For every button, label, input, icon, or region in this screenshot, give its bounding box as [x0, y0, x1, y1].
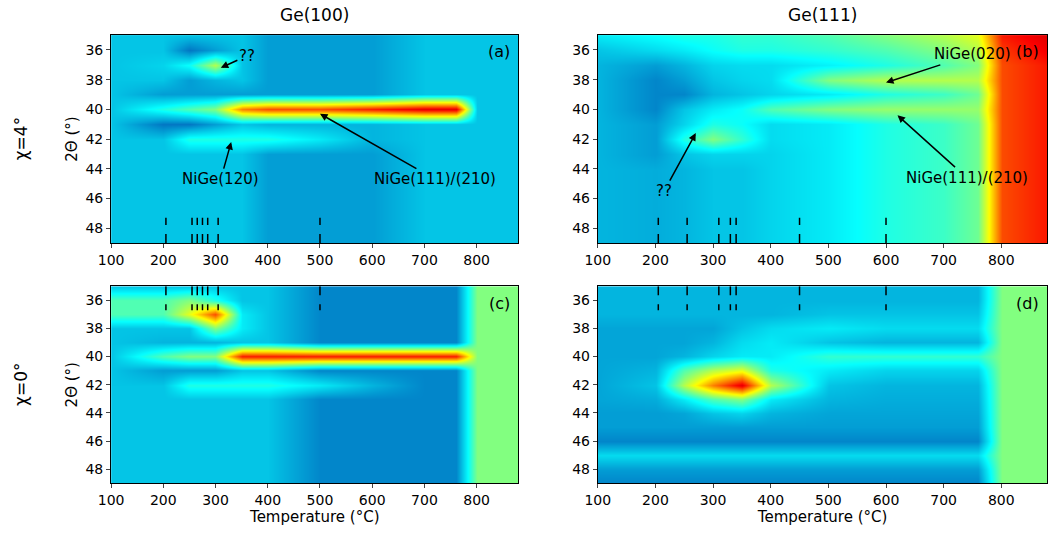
- svg-text:200: 200: [642, 252, 669, 268]
- svg-text:Temperature (°C): Temperature (°C): [757, 508, 887, 526]
- svg-text:NiGe(111)/(210): NiGe(111)/(210): [374, 170, 496, 188]
- svg-text:700: 700: [411, 252, 438, 268]
- svg-text:36: 36: [85, 42, 103, 58]
- svg-text:200: 200: [150, 492, 177, 508]
- svg-text:46: 46: [85, 433, 103, 449]
- svg-text:2Θ (°): 2Θ (°): [63, 116, 81, 161]
- svg-text:600: 600: [873, 492, 900, 508]
- svg-text:800: 800: [988, 492, 1015, 508]
- svg-text:48: 48: [572, 220, 590, 236]
- svg-text:500: 500: [815, 252, 842, 268]
- svg-text:46: 46: [85, 190, 103, 206]
- svg-text:400: 400: [254, 492, 281, 508]
- svg-text:44: 44: [572, 161, 590, 177]
- svg-text:300: 300: [700, 252, 727, 268]
- svg-text:46: 46: [572, 433, 590, 449]
- svg-text:600: 600: [873, 252, 900, 268]
- svg-text:48: 48: [85, 220, 103, 236]
- svg-text:800: 800: [463, 492, 490, 508]
- svg-text:??: ??: [239, 47, 255, 65]
- svg-text:NiGe(020): NiGe(020): [934, 45, 1011, 63]
- svg-text:300: 300: [202, 252, 229, 268]
- svg-text:38: 38: [572, 72, 590, 88]
- svg-text:300: 300: [202, 492, 229, 508]
- svg-text:36: 36: [572, 42, 590, 58]
- svg-text:36: 36: [572, 292, 590, 308]
- svg-text:700: 700: [930, 252, 957, 268]
- svg-text:42: 42: [85, 377, 103, 393]
- svg-text:40: 40: [85, 101, 103, 117]
- svg-text:χ=4°: χ=4°: [11, 117, 31, 160]
- svg-text:600: 600: [359, 492, 386, 508]
- svg-text:400: 400: [254, 252, 281, 268]
- svg-text:42: 42: [572, 131, 590, 147]
- svg-text:100: 100: [98, 492, 125, 508]
- svg-text:100: 100: [584, 252, 611, 268]
- svg-text:800: 800: [463, 252, 490, 268]
- svg-text:χ=0°: χ=0°: [11, 363, 31, 406]
- svg-text:(b): (b): [1016, 42, 1039, 61]
- svg-text:800: 800: [988, 252, 1015, 268]
- svg-text:38: 38: [572, 320, 590, 336]
- svg-text:Ge(100): Ge(100): [280, 5, 349, 25]
- svg-text:(c): (c): [489, 294, 510, 313]
- svg-text:40: 40: [85, 348, 103, 364]
- svg-text:700: 700: [411, 492, 438, 508]
- svg-text:40: 40: [572, 101, 590, 117]
- svg-text:38: 38: [85, 320, 103, 336]
- svg-text:44: 44: [85, 405, 103, 421]
- svg-text:46: 46: [572, 190, 590, 206]
- svg-text:600: 600: [359, 252, 386, 268]
- svg-text:40: 40: [572, 348, 590, 364]
- svg-text:44: 44: [85, 161, 103, 177]
- svg-text:400: 400: [757, 492, 784, 508]
- svg-text:(d): (d): [1016, 294, 1039, 313]
- svg-text:42: 42: [572, 377, 590, 393]
- svg-text:36: 36: [85, 292, 103, 308]
- svg-text:48: 48: [572, 461, 590, 477]
- svg-text:100: 100: [584, 492, 611, 508]
- svg-text:400: 400: [757, 252, 784, 268]
- svg-text:500: 500: [307, 492, 334, 508]
- svg-text:NiGe(120): NiGe(120): [182, 170, 259, 188]
- svg-text:42: 42: [85, 131, 103, 147]
- svg-text:48: 48: [85, 461, 103, 477]
- svg-text:??: ??: [656, 182, 672, 200]
- svg-text:200: 200: [150, 252, 177, 268]
- svg-text:(a): (a): [488, 42, 510, 61]
- svg-text:700: 700: [930, 492, 957, 508]
- svg-text:38: 38: [85, 72, 103, 88]
- svg-text:500: 500: [815, 492, 842, 508]
- svg-text:Temperature (°C): Temperature (°C): [249, 508, 379, 526]
- svg-text:100: 100: [98, 252, 125, 268]
- svg-text:44: 44: [572, 405, 590, 421]
- svg-text:500: 500: [307, 252, 334, 268]
- svg-text:2Θ (°): 2Θ (°): [63, 362, 81, 407]
- svg-text:Ge(111): Ge(111): [788, 5, 857, 25]
- svg-text:200: 200: [642, 492, 669, 508]
- svg-text:NiGe(111)/(210): NiGe(111)/(210): [906, 169, 1028, 187]
- svg-text:300: 300: [700, 492, 727, 508]
